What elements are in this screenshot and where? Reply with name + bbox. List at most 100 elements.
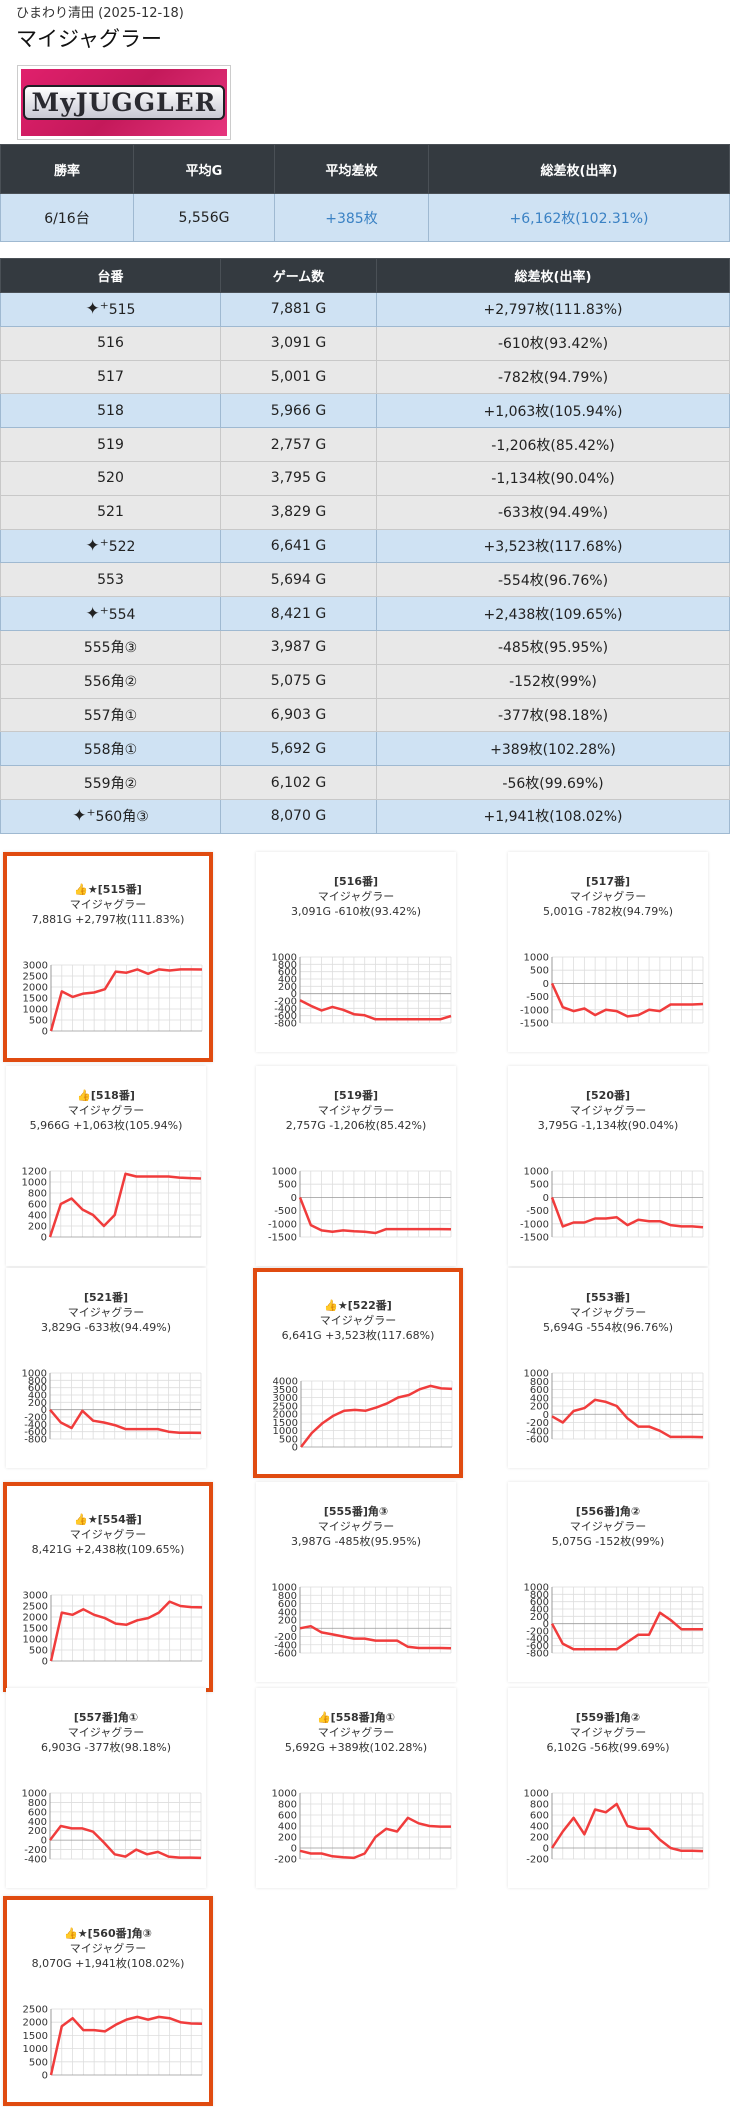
chart-card[interactable]: 👍[558番]角① マイジャグラー 5,692G +389枚(102.28%) 100… bbox=[256, 1688, 456, 1888]
y-tick-label: 1000 bbox=[272, 1167, 297, 1178]
table-row[interactable]: 518 5,966 G +1,063枚(105.94%) bbox=[0, 393, 730, 429]
diff-series-line bbox=[550, 982, 704, 1018]
table-row[interactable]: ✦⁺560角③ 8,070 G +1,941枚(108.02%) bbox=[0, 798, 730, 834]
games-cell: 5,694 G bbox=[220, 562, 377, 598]
machine-no: 522 bbox=[108, 538, 136, 555]
sparkle-icon: ✦⁺ bbox=[72, 806, 96, 827]
chart-subtitle: マイジャグラー bbox=[569, 1726, 647, 1739]
diff-cell: -610枚(93.42%) bbox=[376, 325, 730, 361]
diff-cell: -554枚(96.76%) bbox=[376, 562, 730, 598]
y-tick-label: 600 bbox=[530, 1597, 549, 1608]
chart-card[interactable]: [559番]角② マイジャグラー 6,102G -56枚(99.69%) 1000 80… bbox=[508, 1688, 708, 1888]
y-tick-label: 2000 bbox=[23, 1613, 48, 1624]
chart-card[interactable]: 👍[518番] マイジャグラー 5,966G +1,063枚(105.94%) 120… bbox=[6, 1066, 206, 1266]
y-tick-label: 0 bbox=[543, 1410, 549, 1421]
table-row[interactable]: ✦⁺554 8,421 G +2,438枚(109.65%) bbox=[0, 596, 730, 631]
table-row[interactable]: 558角① 5,692 G +389枚(102.28%) bbox=[0, 731, 730, 767]
table-row[interactable]: 555角③ 3,987 G -485枚(95.95%) bbox=[0, 629, 730, 665]
y-tick-label: -400 bbox=[274, 1640, 297, 1651]
col-header-diff: 総差枚(出率) bbox=[376, 258, 730, 293]
diff-cell: -633枚(94.49%) bbox=[376, 494, 730, 530]
diff-cell: -152枚(99%) bbox=[376, 663, 730, 699]
table-row[interactable]: 557角① 6,903 G -377枚(98.18%) bbox=[0, 697, 730, 733]
chart-stats: 8,421G +2,438枚(109.65%) bbox=[31, 1543, 185, 1556]
y-tick-label: -1500 bbox=[520, 1233, 549, 1244]
y-tick-label: 200 bbox=[530, 1833, 549, 1844]
games-cell: 5,075 G bbox=[220, 663, 377, 699]
y-tick-label: -1000 bbox=[520, 1005, 549, 1016]
y-tick-label: 0 bbox=[41, 1836, 47, 1847]
y-tick-label: 2500 bbox=[23, 1602, 48, 1613]
chart-subtitle: マイジャグラー bbox=[319, 1314, 397, 1327]
chart-card[interactable]: 👍★[554番] マイジャグラー 8,421G +2,438枚(109.65%) 30… bbox=[3, 1482, 213, 1692]
machine-no: 555角③ bbox=[83, 640, 138, 657]
y-tick-label: 200 bbox=[278, 1616, 297, 1627]
y-tick-label: 600 bbox=[28, 1383, 47, 1394]
col-header-machine-no: 台番 bbox=[0, 258, 221, 293]
games-cell: 8,421 G bbox=[220, 596, 377, 631]
y-tick-label: -200 bbox=[24, 1845, 47, 1856]
diff-cell: +1,063枚(105.94%) bbox=[376, 393, 730, 429]
y-tick-label: 1000 bbox=[524, 1167, 549, 1178]
chart-title: [517番] bbox=[585, 875, 631, 888]
table-row[interactable]: ✦⁺522 6,641 G +3,523枚(117.68%) bbox=[0, 528, 730, 564]
chart-card[interactable]: [520番] マイジャグラー 3,795G -1,134枚(90.04%) 1000 5… bbox=[508, 1066, 708, 1266]
table-row[interactable]: 553 5,694 G -554枚(96.76%) bbox=[0, 562, 730, 598]
table-row[interactable]: 519 2,757 G -1,206枚(85.42%) bbox=[0, 427, 730, 462]
table-row[interactable]: 520 3,795 G -1,134枚(90.04%) bbox=[0, 460, 730, 496]
y-tick-label: 1000 bbox=[524, 1583, 549, 1594]
y-tick-label: -200 bbox=[24, 1413, 47, 1424]
machine-no-cell: 520 bbox=[0, 460, 221, 496]
chart-plot: 1000 500 0 -500 -1000 -1500 bbox=[268, 1167, 452, 1244]
y-tick-label: 200 bbox=[28, 1222, 47, 1233]
machine-no-cell: ✦⁺560角③ bbox=[0, 798, 221, 834]
chart-card[interactable]: [557番]角① マイジャグラー 6,903G -377枚(98.18%) 1000 8… bbox=[6, 1688, 206, 1888]
chart-subtitle: マイジャグラー bbox=[67, 1104, 145, 1117]
chart-card[interactable]: 👍★[560番]角③ マイジャグラー 8,070G +1,941枚(108.02%)… bbox=[3, 1896, 213, 2106]
machine-no-cell: 519 bbox=[0, 427, 221, 462]
summary-total-diff: +6,162枚(102.31%) bbox=[428, 193, 730, 242]
chart-card[interactable]: 👍★[522番] マイジャグラー 6,641G +3,523枚(117.68%) 40… bbox=[253, 1268, 463, 1478]
chart-subtitle: マイジャグラー bbox=[67, 1306, 145, 1319]
y-tick-label: 600 bbox=[278, 1811, 297, 1822]
y-tick-label: 500 bbox=[29, 2057, 48, 2068]
chart-title: [520番] bbox=[585, 1089, 631, 1102]
y-tick-label: 800 bbox=[278, 1591, 297, 1602]
table-row[interactable]: 517 5,001 G -782枚(94.79%) bbox=[0, 359, 730, 395]
chart-card[interactable]: [556番]角② マイジャグラー 5,075G -152枚(99%) 1000 800 6… bbox=[508, 1482, 708, 1682]
y-tick-label: 0 bbox=[42, 2071, 48, 2082]
chart-plot: 1000 500 0 -500 -1000 -1500 bbox=[520, 953, 704, 1030]
chart-card[interactable]: [553番] マイジャグラー 5,694G -554枚(96.76%) 1000 800… bbox=[508, 1268, 708, 1468]
chart-title: [555番]角③ bbox=[323, 1505, 389, 1518]
chart-card[interactable]: 👍★[515番] マイジャグラー 7,881G +2,797枚(111.83%) 30… bbox=[3, 852, 213, 1062]
games-cell: 2,757 G bbox=[220, 427, 377, 462]
table-row[interactable]: 556角② 5,075 G -152枚(99%) bbox=[0, 663, 730, 699]
y-tick-label: 600 bbox=[278, 1599, 297, 1610]
hall-date: ひまわり清田 (2025-12-18) bbox=[16, 6, 184, 21]
table-row[interactable]: ✦⁺515 7,881 G +2,797枚(111.83%) bbox=[0, 292, 730, 327]
chart-card[interactable]: [555番]角③ マイジャグラー 3,987G -485枚(95.95%) 1000 8… bbox=[256, 1482, 456, 1682]
y-tick-label: 1000 bbox=[23, 2044, 48, 2055]
table-row[interactable]: 516 3,091 G -610枚(93.42%) bbox=[0, 325, 730, 361]
chart-stats: 6,102G -56枚(99.69%) bbox=[546, 1741, 670, 1754]
chart-stats: 5,692G +389枚(102.28%) bbox=[284, 1741, 428, 1754]
table-row[interactable]: 521 3,829 G -633枚(94.49%) bbox=[0, 494, 730, 530]
chart-title: [557番]角① bbox=[73, 1711, 139, 1724]
table-row[interactable]: 559角② 6,102 G -56枚(99.69%) bbox=[0, 765, 730, 800]
y-tick-label: 1500 bbox=[273, 1418, 298, 1429]
summary-header-winrate: 勝率 bbox=[0, 144, 134, 194]
y-tick-label: 400 bbox=[278, 1822, 297, 1833]
chart-card[interactable]: [517番] マイジャグラー 5,001G -782枚(94.79%) 1000 500… bbox=[508, 852, 708, 1052]
chart-card[interactable]: [516番] マイジャグラー 3,091G -610枚(93.42%) 1000 800… bbox=[256, 852, 456, 1052]
chart-card[interactable]: [521番] マイジャグラー 3,829G -633枚(94.49%) 1000 800… bbox=[6, 1268, 206, 1468]
diff-cell: -56枚(99.69%) bbox=[376, 765, 730, 800]
y-tick-label: -1000 bbox=[268, 1219, 297, 1230]
chart-stats: 6,641G +3,523枚(117.68%) bbox=[281, 1329, 435, 1342]
y-tick-label: 2000 bbox=[23, 983, 48, 994]
diff-cell: +3,523枚(117.68%) bbox=[376, 528, 730, 564]
chart-card[interactable]: [519番] マイジャグラー 2,757G -1,206枚(85.42%) 1000 5… bbox=[256, 1066, 456, 1266]
